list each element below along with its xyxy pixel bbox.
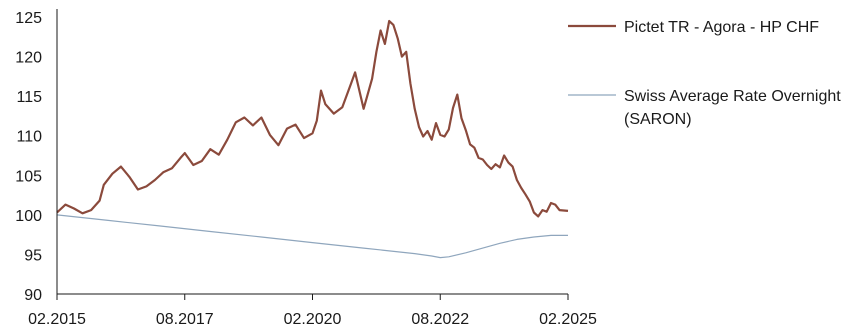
y-tick-label: 115 xyxy=(16,89,42,106)
x-tick-label: 08.2022 xyxy=(411,311,469,328)
legend: Pictet TR - Agora - HP CHF Swiss Average … xyxy=(568,19,841,128)
x-tick-label: 02.2025 xyxy=(539,311,597,328)
x-axis-tick-labels: 02.2015 08.2017 02.2020 08.2022 02.2025 xyxy=(28,311,597,328)
y-tick-label: 100 xyxy=(15,208,42,225)
series-layer xyxy=(56,19,569,259)
y-axis-tick-labels: 90 95 100 105 110 115 120 125 xyxy=(15,10,42,304)
x-tick-label: 02.2015 xyxy=(28,311,86,328)
series-line-saron xyxy=(56,214,568,259)
x-tick-label: 08.2017 xyxy=(156,311,214,328)
legend-label: Pictet TR - Agora - HP CHF xyxy=(624,19,819,36)
y-tick-label: 95 xyxy=(24,247,42,264)
y-tick-label: 120 xyxy=(15,50,42,67)
y-tick-label: 90 xyxy=(24,287,42,304)
y-tick-label: 125 xyxy=(15,10,42,27)
x-tick-label: 02.2020 xyxy=(284,311,342,328)
y-tick-label: 110 xyxy=(16,129,42,146)
series-line-pictet-tr-agora xyxy=(56,19,569,218)
legend-label: Swiss Average Rate Overnight xyxy=(624,88,841,105)
y-tick-label: 105 xyxy=(15,168,42,185)
legend-label: (SARON) xyxy=(624,111,692,128)
x-axis-ticks xyxy=(56,294,569,300)
